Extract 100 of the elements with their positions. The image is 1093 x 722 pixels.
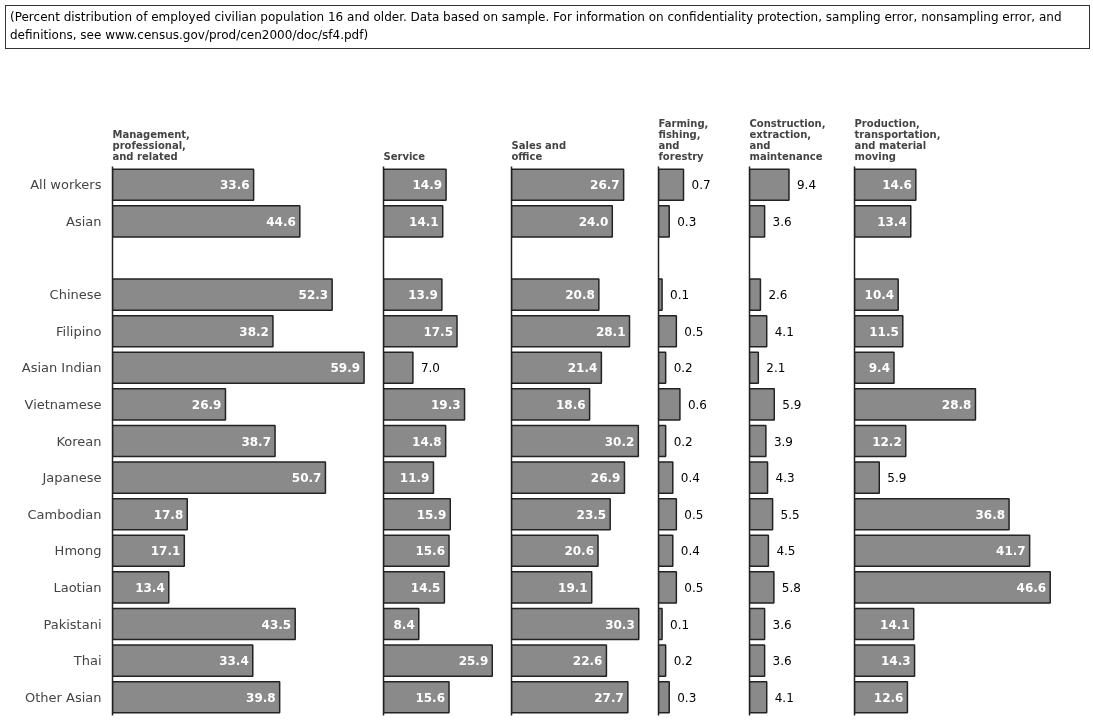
data-label: 0.3 (677, 214, 697, 229)
data-label: 2.6 (768, 288, 788, 303)
data-label: 30.3 (605, 617, 635, 632)
chart-title: Farming, fishing, and forestry (658, 117, 709, 162)
data-label: 10.4 (864, 288, 895, 303)
data-label: 14.5 (410, 580, 441, 595)
data-label: 19.1 (558, 580, 588, 595)
data-label: 20.6 (564, 544, 595, 559)
data-label: 9.4 (796, 178, 817, 193)
chart-title: Construction, extraction, and maintenance (749, 117, 826, 162)
data-label: 12.6 (873, 690, 904, 705)
data-label: 12.2 (872, 434, 902, 449)
data-label: 24.0 (578, 214, 609, 229)
data-label: 2.1 (766, 361, 786, 376)
data-label: 15.9 (416, 507, 447, 522)
data-label: 26.9 (590, 471, 621, 486)
data-label: 17.8 (153, 507, 184, 522)
data-label: 52.3 (298, 288, 329, 303)
y-tick-label: Cambodian (27, 506, 102, 522)
data-label: 0.1 (670, 288, 690, 303)
chart-title: Production, transportation, and material moving (854, 117, 941, 162)
data-label: 0.4 (680, 544, 700, 559)
data-label: 28.1 (595, 324, 626, 339)
y-tick-label: All workers (30, 177, 102, 193)
data-label: 0.7 (691, 178, 711, 193)
data-label: 13.4 (135, 580, 165, 595)
data-label: 3.6 (772, 617, 792, 632)
data-label: 46.6 (1016, 580, 1047, 595)
data-label: 22.6 (572, 654, 603, 669)
data-label: 33.4 (219, 654, 249, 669)
y-tick-label: Asian (66, 213, 102, 229)
data-label: 11.5 (869, 324, 899, 339)
data-label: 38.2 (239, 324, 269, 339)
data-label: 15.6 (415, 690, 446, 705)
data-label: 5.5 (780, 507, 800, 522)
data-label: 19.3 (430, 397, 461, 412)
data-label: 36.8 (975, 507, 1006, 522)
data-label: 4.1 (774, 690, 794, 705)
data-label: 18.6 (556, 397, 586, 412)
data-label: 0.4 (680, 471, 700, 486)
data-label: 59.9 (330, 361, 361, 376)
y-tick-label: Vietnamese (24, 396, 102, 412)
data-label: 14.1 (880, 617, 910, 632)
y-tick-label: Japanese (41, 470, 102, 486)
data-label: 26.9 (191, 397, 222, 412)
data-label: 7.0 (420, 361, 440, 376)
data-label: 39.8 (246, 690, 276, 705)
y-tick-label: Laotian (53, 579, 102, 595)
data-label: 14.9 (412, 178, 443, 193)
data-label: 14.3 (880, 654, 911, 669)
chart-title: Sales and office (511, 139, 567, 162)
data-label: 3.9 (773, 434, 793, 449)
data-label: 0.2 (673, 434, 693, 449)
data-label: 0.1 (670, 617, 690, 632)
text: (Percent distribution of employed civilian population 16 and older. Data based on sample. For information on confidentiality protection, sampling error, nonsampling error, and definitions, see www.census.gov/prod/cen2000/doc/sf4.pdf) (10, 9, 1063, 44)
data-label: 3.6 (772, 654, 792, 669)
data-label: 17.1 (150, 544, 181, 559)
data-label: 4.1 (774, 324, 794, 339)
data-label: 20.8 (565, 288, 595, 303)
data-label: 0.5 (684, 507, 704, 522)
y-tick-label: Korean (56, 433, 102, 449)
data-label: 38.7 (241, 434, 272, 449)
data-label: 3.6 (772, 214, 792, 229)
data-label: 9.4 (868, 361, 890, 376)
data-label: 13.9 (408, 288, 438, 303)
data-label: 4.5 (776, 544, 796, 559)
data-label: 0.5 (684, 580, 704, 595)
data-label: 5.9 (782, 397, 802, 412)
data-label: 11.9 (399, 471, 430, 486)
data-label: 13.4 (877, 214, 907, 229)
chart-title: Management, professional, and related (112, 128, 190, 162)
data-label: 26.7 (590, 178, 620, 193)
data-label: 17.5 (423, 324, 453, 339)
data-label: 43.5 (261, 617, 292, 632)
data-label: 23.5 (576, 507, 607, 522)
data-label: 5.9 (887, 471, 907, 486)
data-label: 0.2 (673, 654, 693, 669)
data-label: 15.6 (415, 544, 446, 559)
y-tick-label: Filipino (56, 323, 102, 339)
y-tick-label: Thai (72, 653, 102, 669)
data-label: 33.6 (220, 178, 250, 193)
data-label: 0.5 (684, 324, 704, 339)
data-label: 0.3 (677, 690, 697, 705)
data-label: 41.7 (996, 544, 1026, 559)
data-label: 21.4 (567, 361, 598, 376)
y-tick-label: Asian Indian (21, 360, 102, 376)
data-label: 44.6 (266, 214, 296, 229)
chart-title: Service (383, 150, 426, 162)
data-label: 30.2 (604, 434, 635, 449)
data-label: 5.8 (781, 580, 801, 595)
y-tick-label: Other Asian (24, 689, 102, 705)
data-label: 27.7 (594, 690, 624, 705)
y-tick-label: Hmong (54, 543, 102, 559)
data-label: 25.9 (458, 654, 489, 669)
data-label: 0.6 (687, 397, 708, 412)
data-label: 14.1 (409, 214, 439, 229)
data-label: 14.8 (412, 434, 442, 449)
data-label: 50.7 (291, 471, 322, 486)
y-tick-label: Chinese (49, 287, 102, 303)
data-label: 4.3 (775, 471, 795, 486)
